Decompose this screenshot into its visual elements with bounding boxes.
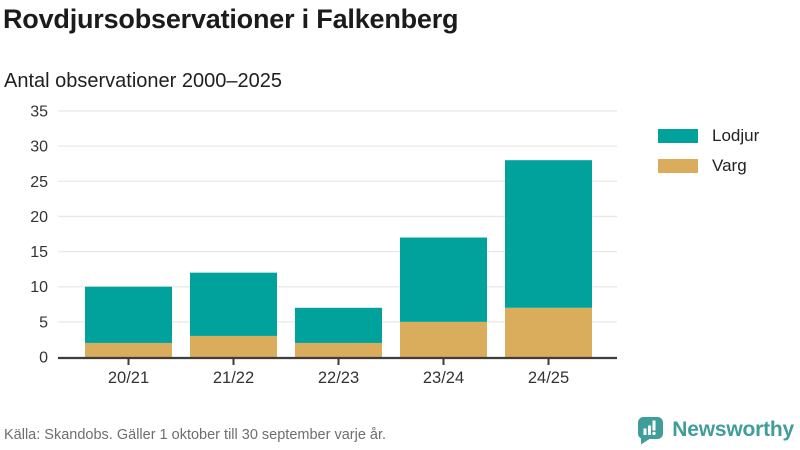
bar-segment-varg-24/25 (505, 307, 592, 357)
y-tick-label: 15 (30, 244, 48, 261)
y-tick-label: 0 (39, 350, 48, 367)
legend-swatch-varg (658, 159, 698, 173)
page-title: Rovdjursobservationer i Falkenberg (3, 4, 459, 34)
y-tick-label: 30 (30, 139, 48, 156)
legend-item-varg: Varg (658, 156, 759, 176)
x-tick-label: 23/24 (423, 369, 464, 387)
bar-segment-lodjur-23/24 (400, 237, 487, 322)
y-tick-label: 35 (30, 104, 48, 121)
x-tick-label: 22/23 (318, 369, 359, 387)
y-tick-label: 10 (30, 279, 48, 296)
y-tick-label: 5 (39, 314, 48, 331)
x-tick-label: 21/22 (213, 369, 254, 387)
x-tick-label: 24/25 (528, 369, 569, 387)
legend-swatch-lodjur (658, 129, 698, 143)
bar-segment-lodjur-20/21 (85, 286, 172, 343)
bar-segment-lodjur-22/23 (295, 307, 382, 343)
bar-chart-speech-bubble-icon (638, 417, 664, 445)
chart-subtitle: Antal observationer 2000–2025 (4, 70, 282, 92)
legend-label-lodjur: Lodjur (712, 126, 760, 145)
bar-segment-varg-23/24 (400, 321, 487, 357)
bar-segment-varg-22/23 (295, 342, 382, 357)
legend-label-varg: Varg (712, 156, 747, 175)
bar-segment-lodjur-24/25 (505, 160, 592, 308)
x-tick-label: 20/21 (108, 369, 149, 387)
bar-segment-varg-21/22 (190, 335, 277, 357)
bar-segment-varg-20/21 (85, 342, 172, 357)
brand-name: Newsworthy (672, 418, 794, 441)
bar-segment-lodjur-21/22 (190, 272, 277, 336)
source-note: Källa: Skandobs. Gäller 1 oktober till 3… (4, 427, 387, 443)
newsworthy-logo[interactable]: Newsworthy (635, 415, 794, 445)
legend-item-lodjur: Lodjur (658, 126, 759, 146)
y-tick-label: 20 (30, 209, 48, 226)
y-tick-label: 25 (30, 174, 48, 191)
chart-legend: Lodjur Varg (658, 126, 759, 176)
